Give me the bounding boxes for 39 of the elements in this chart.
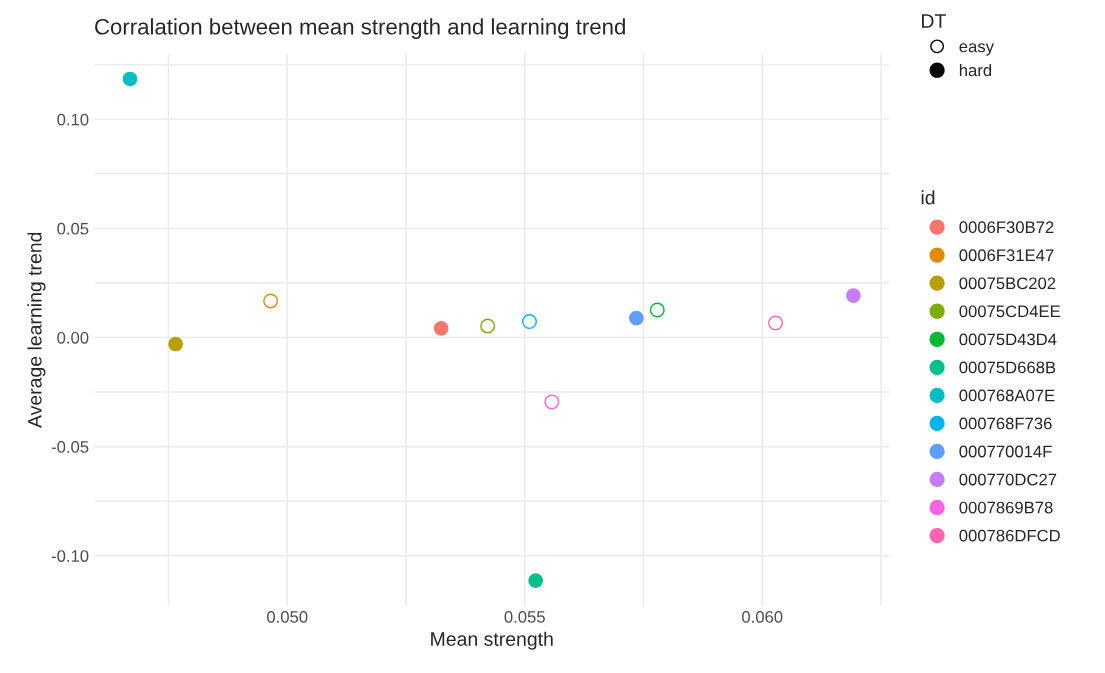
text: DT <box>922 14 946 28</box>
legend-label: 0007869B78 <box>959 501 1053 514</box>
legend-label: 000768F736 <box>959 417 1052 430</box>
legend-label: 000770DC27 <box>959 473 1057 486</box>
point <box>629 310 644 326</box>
legend-label: easy <box>959 43 994 56</box>
x-tick-label: 0.050 <box>267 611 308 623</box>
chart-title: Corralation between mean strength and learning trend <box>95 18 625 40</box>
legend-title: id <box>921 190 935 205</box>
point <box>168 336 183 352</box>
legend-label: 000770014F <box>959 445 1052 458</box>
legend-label: 000768A07E <box>959 389 1055 402</box>
y-tick-label: -0.10 <box>51 550 89 562</box>
y-tick-label: 0.10 <box>57 113 89 126</box>
x-tick-label: 0.055 <box>504 611 545 623</box>
y-tick-label: 0.00 <box>57 331 89 344</box>
point <box>263 293 279 309</box>
legend-label: 00075BC202 <box>959 277 1056 290</box>
point <box>846 288 861 303</box>
y-axis-title: Average learning trend <box>27 232 46 428</box>
point <box>528 573 543 588</box>
point <box>433 321 449 336</box>
point <box>522 314 537 330</box>
x-tick-label: 0.060 <box>742 611 783 623</box>
y-tick-label: -0.05 <box>51 441 89 453</box>
point <box>649 302 665 318</box>
legend-label: 00075D668B <box>959 361 1056 374</box>
legend-label: 00075CD4EE <box>959 305 1060 318</box>
point <box>122 71 138 87</box>
y-tick-label: 0.05 <box>57 222 89 235</box>
legend-label: hard <box>959 63 992 77</box>
point <box>480 318 496 334</box>
legend-label: 0006F31E47 <box>959 249 1054 262</box>
point <box>768 315 783 331</box>
point <box>544 394 560 410</box>
legend-label: 0006F30B72 <box>959 221 1054 234</box>
legend-label: 00075D43D4 <box>959 333 1057 346</box>
x-axis-title: Mean strength <box>431 631 553 650</box>
legend-label: 000786DFCD <box>959 529 1060 542</box>
